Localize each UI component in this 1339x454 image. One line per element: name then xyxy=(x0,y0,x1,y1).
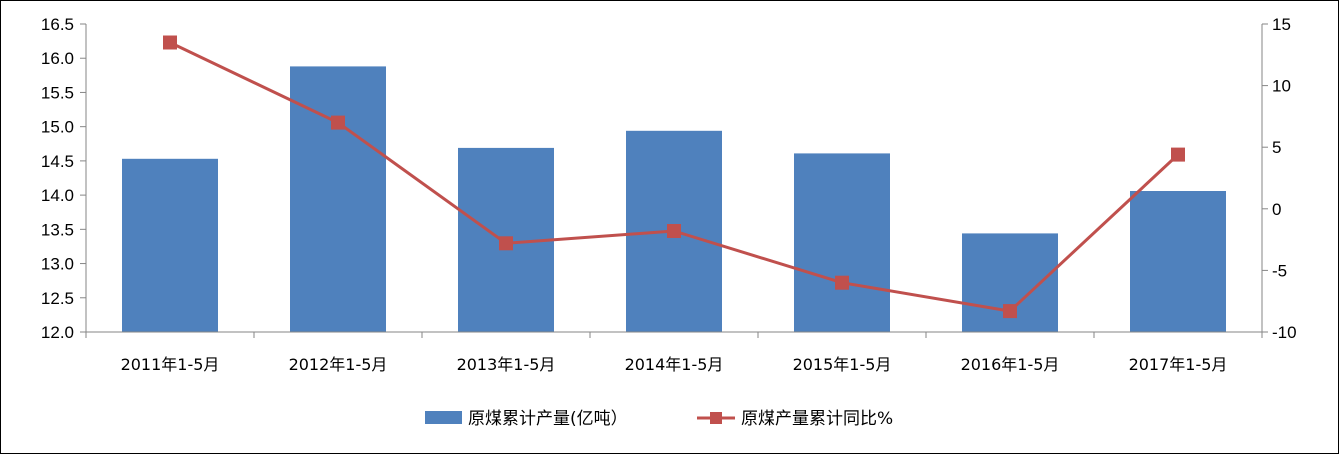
category-label: 2017年1-5月 xyxy=(1129,355,1228,374)
line-point xyxy=(1003,304,1017,319)
right-tick-label: 10 xyxy=(1272,77,1291,96)
bar xyxy=(290,66,386,333)
line-point xyxy=(835,275,849,290)
left-tick-label: 16.0 xyxy=(41,49,74,68)
legend-line-label: 原煤产量累计同比% xyxy=(741,409,893,429)
category-label: 2011年1-5月 xyxy=(121,355,220,374)
right-tick-label: -5 xyxy=(1272,261,1287,280)
left-tick-label: 12.5 xyxy=(41,289,74,308)
right-axis-ticks: -10 -5 0 5 10 15 xyxy=(1262,15,1297,342)
line-point xyxy=(1171,147,1185,162)
category-label: 2014年1-5月 xyxy=(625,355,724,374)
bar xyxy=(1130,191,1226,332)
right-tick-label: -10 xyxy=(1272,323,1297,342)
left-tick-label: 16.5 xyxy=(41,15,74,34)
left-axis-ticks: 12.0 12.5 13.0 13.5 14.0 14.5 15.0 15.5 16.0 16.5 xyxy=(41,15,86,342)
bar xyxy=(794,153,890,332)
left-tick-label: 15.0 xyxy=(41,118,74,137)
right-tick-label: 15 xyxy=(1272,15,1291,34)
category-label: 2012年1-5月 xyxy=(289,355,388,374)
category-label: 2013年1-5月 xyxy=(457,355,556,374)
line-point xyxy=(163,35,177,50)
right-tick-label: 5 xyxy=(1272,138,1281,157)
bar xyxy=(122,158,218,332)
line-point xyxy=(331,115,345,130)
category-label: 2015年1-5月 xyxy=(793,355,892,374)
legend-line-marker xyxy=(710,412,722,424)
legend: 原煤累计产量(亿吨） 原煤产量累计同比% xyxy=(425,409,893,429)
line-series xyxy=(163,35,1185,319)
axes xyxy=(85,24,1263,338)
legend-bar-label: 原煤累计产量(亿吨） xyxy=(468,409,628,429)
bar-series xyxy=(122,66,1226,333)
left-tick-label: 15.5 xyxy=(41,83,74,102)
left-tick-label: 12.0 xyxy=(41,323,74,342)
category-label: 2016年1-5月 xyxy=(961,355,1060,374)
left-tick-label: 13.0 xyxy=(41,255,74,274)
left-tick-label: 13.5 xyxy=(41,220,74,239)
left-tick-label: 14.0 xyxy=(41,186,74,205)
line-point xyxy=(667,224,681,238)
right-tick-label: 0 xyxy=(1272,200,1281,219)
category-axis-labels: 2011年1-5月 2012年1-5月 2013年1-5月 2014年1-5月 2015… xyxy=(121,355,1228,374)
line-point xyxy=(499,236,513,251)
left-tick-label: 14.5 xyxy=(41,152,74,171)
legend-bar-swatch xyxy=(425,411,462,424)
